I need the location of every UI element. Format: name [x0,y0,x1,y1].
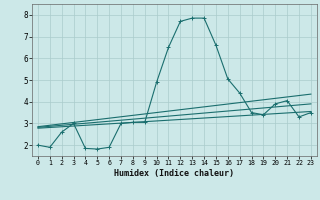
X-axis label: Humidex (Indice chaleur): Humidex (Indice chaleur) [115,169,234,178]
